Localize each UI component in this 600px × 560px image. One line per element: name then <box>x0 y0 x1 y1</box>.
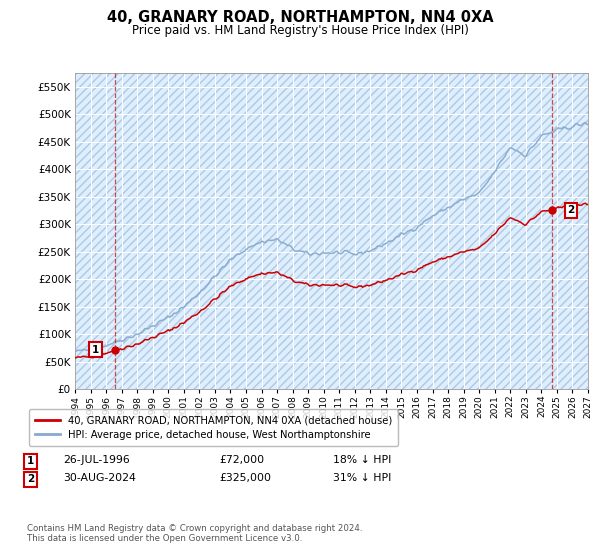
Text: 2: 2 <box>568 206 575 216</box>
Text: 31% ↓ HPI: 31% ↓ HPI <box>333 473 391 483</box>
Text: Contains HM Land Registry data © Crown copyright and database right 2024.
This d: Contains HM Land Registry data © Crown c… <box>27 524 362 543</box>
Text: 1: 1 <box>27 456 34 466</box>
Text: 1: 1 <box>92 344 99 354</box>
Text: 30-AUG-2024: 30-AUG-2024 <box>63 473 136 483</box>
Text: £72,000: £72,000 <box>219 455 264 465</box>
Text: 26-JUL-1996: 26-JUL-1996 <box>63 455 130 465</box>
Text: Price paid vs. HM Land Registry's House Price Index (HPI): Price paid vs. HM Land Registry's House … <box>131 24 469 36</box>
Text: 2: 2 <box>27 474 34 484</box>
Legend: 40, GRANARY ROAD, NORTHAMPTON, NN4 0XA (detached house), HPI: Average price, det: 40, GRANARY ROAD, NORTHAMPTON, NN4 0XA (… <box>29 409 398 446</box>
Text: 40, GRANARY ROAD, NORTHAMPTON, NN4 0XA: 40, GRANARY ROAD, NORTHAMPTON, NN4 0XA <box>107 10 493 25</box>
Text: £325,000: £325,000 <box>219 473 271 483</box>
Text: 18% ↓ HPI: 18% ↓ HPI <box>333 455 391 465</box>
